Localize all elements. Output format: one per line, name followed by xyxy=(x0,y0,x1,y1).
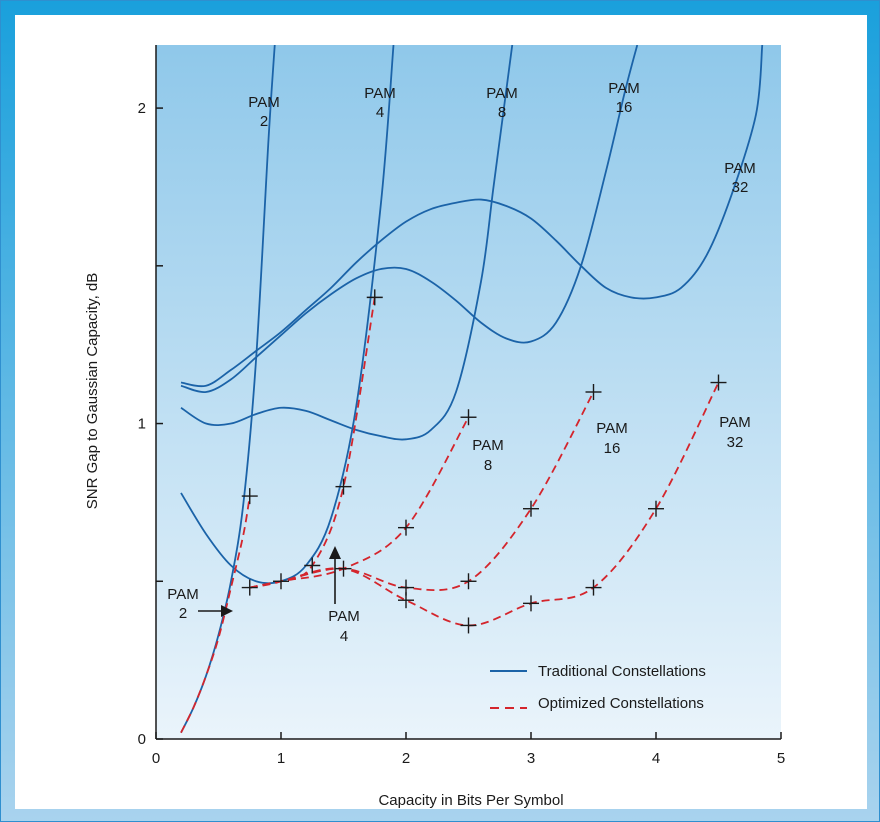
label-opt-pam4-line2: 4 xyxy=(340,628,348,645)
label-opt-pam32-line1: PAM xyxy=(719,414,750,431)
optimized-point-marker xyxy=(523,595,539,612)
optimized-series-pam-2 xyxy=(180,495,251,734)
x-tick-label: 3 xyxy=(527,750,535,767)
optimized-point-marker xyxy=(398,592,414,609)
label-trad-pam8-line1: PAM xyxy=(486,85,517,102)
x-tick-label: 4 xyxy=(652,750,660,767)
y-tick-label: 2 xyxy=(138,100,146,117)
optimized-series-pam-32 xyxy=(249,382,720,627)
legend: Traditional Constellations Optimized Con… xyxy=(490,663,706,712)
traditional-series-pam-8 xyxy=(180,45,514,441)
optimized-point-marker xyxy=(241,488,258,505)
label-trad-pam16-line1: PAM xyxy=(608,80,639,97)
label-trad-pam32-line1: PAM xyxy=(724,160,755,177)
optimized-point-marker xyxy=(523,500,539,517)
label-trad-pam8-line2: 8 xyxy=(498,104,506,121)
pam4-callout-arrow xyxy=(329,546,341,604)
label-opt-pam2-line2: 2 xyxy=(179,605,187,622)
optimized-point-marker xyxy=(273,573,289,590)
optimized-point-marker xyxy=(460,617,477,634)
label-trad-pam2-line1: PAM xyxy=(248,94,279,111)
legend-traditional-label: Traditional Constellations xyxy=(538,663,706,680)
x-tick-label: 0 xyxy=(152,750,160,767)
optimized-point-marker xyxy=(398,519,414,536)
label-trad-pam32-line2: 32 xyxy=(732,179,749,196)
traditional-series-pam-16 xyxy=(180,45,639,393)
plot-area xyxy=(156,45,781,739)
optimized-point-marker xyxy=(241,579,258,596)
y-axis-title: SNR Gap to Gaussian Capacity, dB xyxy=(84,273,101,510)
optimized-point-marker xyxy=(460,409,477,426)
optimized-point-marker xyxy=(460,573,477,590)
label-opt-pam4-line1: PAM xyxy=(328,608,359,625)
x-tick-label: 5 xyxy=(777,750,785,767)
label-trad-pam2-line2: 2 xyxy=(260,113,268,130)
label-opt-pam8-line2: 8 xyxy=(484,457,492,474)
legend-optimized-label: Optimized Constellations xyxy=(538,695,704,712)
optimized-point-marker xyxy=(304,557,321,574)
x-axis-title: Capacity in Bits Per Symbol xyxy=(378,792,563,809)
optimized-point-marker xyxy=(366,289,383,306)
label-opt-pam16-line2: 16 xyxy=(604,440,621,457)
optimized-markers xyxy=(241,289,727,634)
label-opt-pam32-line2: 32 xyxy=(727,434,744,451)
label-trad-pam4-line1: PAM xyxy=(364,85,395,102)
label-opt-pam16-line1: PAM xyxy=(596,420,627,437)
y-tick-label: 0 xyxy=(138,731,146,748)
optimized-point-marker xyxy=(585,579,602,596)
axes: 0 1 2 3 4 5 0 1 2 xyxy=(138,45,785,767)
label-trad-pam16-line2: 16 xyxy=(616,99,633,116)
optimized-point-marker xyxy=(585,384,602,400)
optimized-point-marker xyxy=(335,560,352,577)
optimized-point-marker xyxy=(710,374,727,391)
label-opt-pam2-line1: PAM xyxy=(167,586,198,603)
traditional-series-pam-32 xyxy=(180,45,764,388)
x-tick-label: 2 xyxy=(402,750,410,767)
x-tick-label: 1 xyxy=(277,750,285,767)
traditional-curves xyxy=(180,45,764,734)
optimized-point-marker xyxy=(648,500,664,517)
traditional-series-pam-4 xyxy=(180,45,395,585)
optimized-point-marker xyxy=(335,478,352,495)
pam2-callout-arrow xyxy=(198,605,233,617)
label-opt-pam8-line1: PAM xyxy=(472,437,503,454)
y-tick-label: 1 xyxy=(138,416,146,433)
optimized-series-pam-16 xyxy=(249,391,595,592)
label-trad-pam4-line2: 4 xyxy=(376,104,384,121)
traditional-series-pam-2 xyxy=(180,45,276,734)
optimized-curves xyxy=(180,297,720,734)
